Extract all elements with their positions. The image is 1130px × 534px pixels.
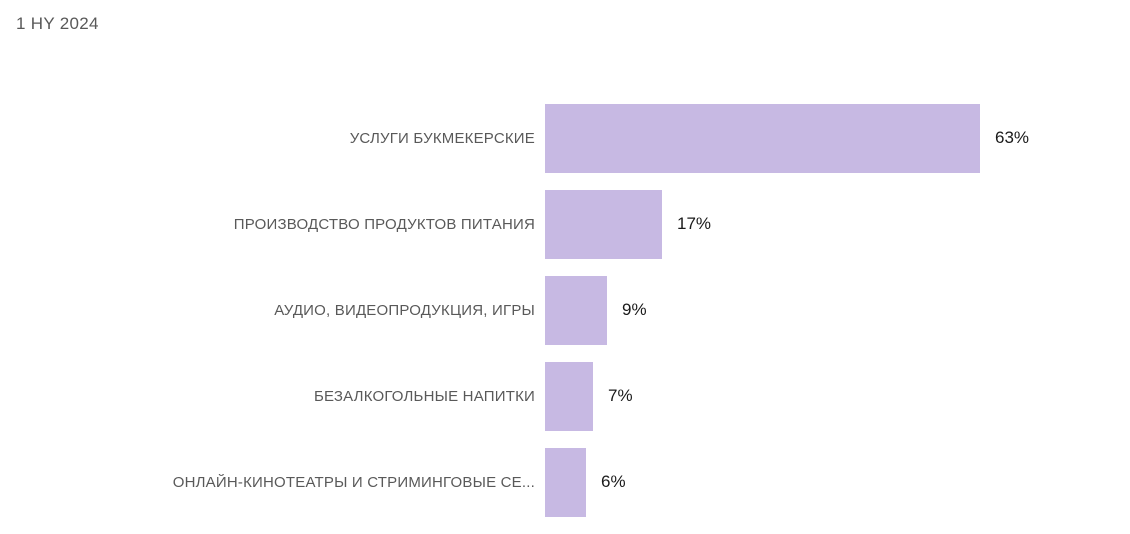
value-label: 17%	[677, 214, 712, 233]
bar-track: 7%	[545, 361, 1130, 431]
bar-track: 6%	[545, 447, 1130, 517]
chart-row: БЕЗАЛКОГОЛЬНЫЕ НАПИТКИ 7%	[0, 353, 1130, 439]
bar	[545, 447, 586, 517]
bar-track: 17%	[545, 189, 1130, 259]
chart-row: АУДИО, ВИДЕОПРОДУКЦИЯ, ИГРЫ 9%	[0, 267, 1130, 353]
value-label: 9%	[622, 300, 647, 319]
chart-row: ПРОИЗВОДСТВО ПРОДУКТОВ ПИТАНИЯ 17%	[0, 181, 1130, 267]
bar-track: 9%	[545, 275, 1130, 345]
bar	[545, 189, 662, 259]
value-label: 6%	[601, 472, 626, 491]
category-label: БЕЗАЛКОГОЛЬНЫЕ НАПИТКИ	[313, 387, 535, 405]
chart-row: ОНЛАЙН-КИНОТЕАТРЫ И СТРИМИНГОВЫЕ СЕ... 6%	[0, 439, 1130, 525]
chart-title: 1 HY 2024	[16, 14, 99, 33]
bar	[545, 275, 607, 345]
bar	[545, 103, 980, 173]
value-label: 7%	[608, 386, 633, 405]
category-label: ПРОИЗВОДСТВО ПРОДУКТОВ ПИТАНИЯ	[233, 215, 535, 233]
category-label: АУДИО, ВИДЕОПРОДУКЦИЯ, ИГРЫ	[274, 301, 535, 319]
value-label: 63%	[995, 128, 1030, 147]
chart-row: УСЛУГИ БУКМЕКЕРСКИЕ 63%	[0, 95, 1130, 181]
category-label: УСЛУГИ БУКМЕКЕРСКИЕ	[349, 129, 535, 147]
bar	[545, 361, 593, 431]
category-label: ОНЛАЙН-КИНОТЕАТРЫ И СТРИМИНГОВЫЕ СЕ...	[172, 473, 535, 491]
bar-track: 63%	[545, 103, 1130, 173]
chart-rows: УСЛУГИ БУКМЕКЕРСКИЕ 63% ПРОИЗВОДСТВО ПРОДУ…	[0, 95, 1130, 525]
